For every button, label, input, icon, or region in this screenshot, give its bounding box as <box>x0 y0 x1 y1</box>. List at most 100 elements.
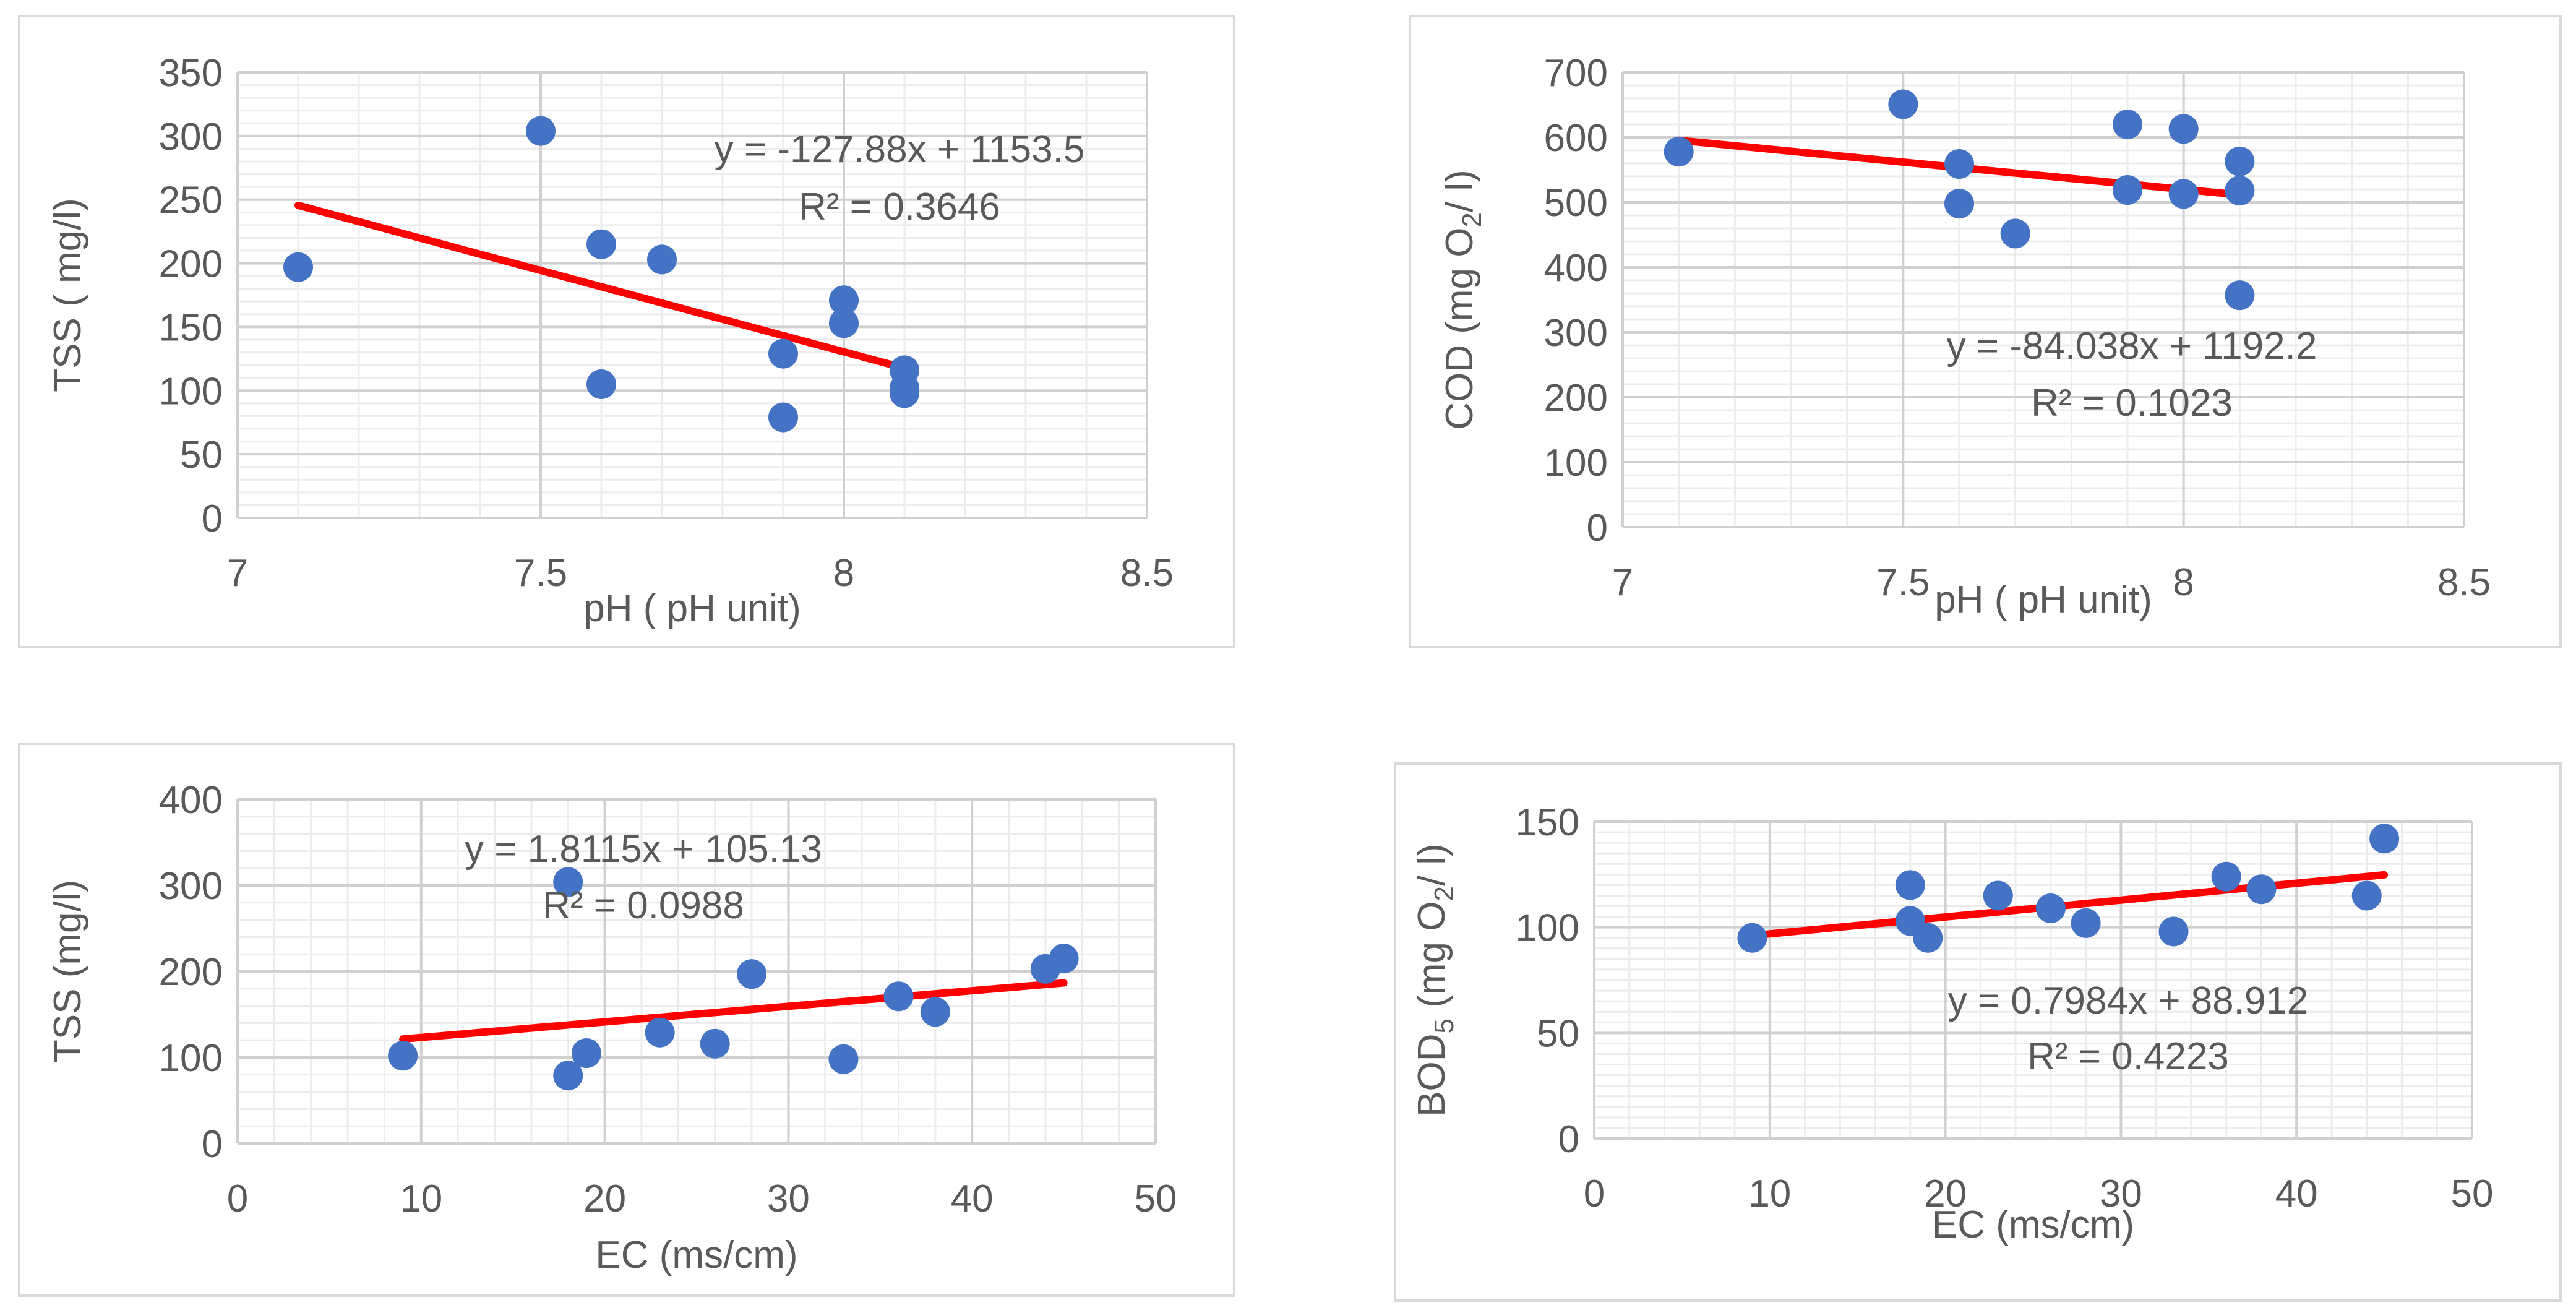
x-tick-label: 10 <box>400 1177 442 1220</box>
trendline-equation: y = -84.038x + 1192.2 <box>1947 325 2317 368</box>
data-point <box>883 981 914 1012</box>
y-tick-label: 0 <box>1558 1118 1579 1161</box>
x-tick-label: 7 <box>1612 561 1633 604</box>
y-tick-label: 350 <box>159 52 223 95</box>
major-gridlines <box>236 71 1148 519</box>
data-point <box>737 959 767 989</box>
y-tick-label: 200 <box>159 951 223 994</box>
data-point <box>647 244 677 275</box>
x-tick-label: 7.5 <box>514 552 567 595</box>
data-point <box>890 378 919 408</box>
data-point <box>1737 923 1767 953</box>
data-point <box>700 1028 730 1059</box>
x-tick-label: 8.5 <box>1120 552 1174 595</box>
data-point <box>2158 916 2189 947</box>
data-point <box>553 1061 583 1091</box>
data-point <box>586 369 616 399</box>
x-axis-title: pH ( pH unit) <box>583 587 801 630</box>
y-axis-title: COD (mg O2/ l) <box>1438 170 1487 430</box>
minor-gridlines <box>1621 71 2465 528</box>
y-tick-label: 500 <box>1544 182 1608 225</box>
y-tick-label: 400 <box>159 779 223 822</box>
data-point <box>2168 179 2199 209</box>
y-tick-label: 50 <box>1537 1012 1579 1055</box>
x-axis-title: pH ( pH unit) <box>1934 579 2152 621</box>
y-tick-label: 700 <box>1544 52 1608 95</box>
data-point <box>526 116 556 146</box>
y-axis-title: TSS ( mg/l) <box>46 198 89 392</box>
x-tick-label: 20 <box>1924 1173 1967 1215</box>
data-points <box>388 867 1079 1091</box>
data-point <box>2071 908 2101 938</box>
data-point <box>2225 146 2255 176</box>
data-point <box>2369 824 2400 854</box>
x-tick-label: 50 <box>1135 1177 1177 1220</box>
chart-frame-tss-ph <box>18 15 1235 648</box>
major-gridlines <box>236 798 1157 1145</box>
y-tick-label: 50 <box>180 434 223 476</box>
data-point <box>2225 176 2255 206</box>
data-point <box>1895 870 1925 900</box>
x-tick-label: 8.5 <box>2437 561 2491 604</box>
data-points <box>1737 824 2400 953</box>
y-tick-label: 100 <box>159 1037 223 1080</box>
data-point <box>829 285 859 316</box>
trendline-r-squared: R² = 0.4223 <box>2027 1035 2229 1078</box>
x-tick-label: 10 <box>1748 1173 1791 1215</box>
data-point <box>1888 89 1918 119</box>
x-axis-title: EC (ms/cm) <box>595 1234 797 1276</box>
data-point <box>388 1041 418 1071</box>
x-axis-title: EC (ms/cm) <box>1932 1203 2134 1246</box>
data-point <box>2113 175 2142 205</box>
data-point <box>283 252 313 282</box>
data-point <box>2246 874 2277 905</box>
data-point <box>645 1017 675 1048</box>
trendline-equation: y = -127.88x + 1153.5 <box>715 128 1085 171</box>
x-tick-label: 8 <box>833 552 854 595</box>
trendline-r-squared: R² = 0.1023 <box>2031 382 2233 424</box>
y-tick-label: 300 <box>159 865 223 908</box>
y-tick-label: 600 <box>1544 117 1608 160</box>
data-point <box>2351 880 2382 911</box>
y-tick-label: 150 <box>1516 801 1579 844</box>
data-point <box>1049 944 1079 974</box>
y-tick-label: 0 <box>202 497 223 540</box>
x-tick-label: 20 <box>583 1177 626 1220</box>
data-points <box>283 116 919 433</box>
data-point <box>2225 280 2255 311</box>
trendline <box>1748 871 2389 939</box>
trendline-equation: y = 0.7984x + 88.912 <box>1948 979 2309 1022</box>
data-point <box>768 338 798 369</box>
x-tick-label: 0 <box>227 1177 248 1220</box>
data-point <box>2113 110 2142 139</box>
x-tick-label: 8 <box>2173 561 2194 604</box>
x-tick-label: 30 <box>2100 1173 2142 1215</box>
y-axis-title: TSS (mg/l) <box>46 880 89 1063</box>
data-point <box>1944 189 1974 219</box>
chart-tss-ph: 0 50 100 150 200 250 300 350 7 7.5 8 8.5 pH ( pH uni… <box>46 52 1174 630</box>
chart-tss-ec: 0 100 200 300 400 0 10 20 30 40 50 EC (ms/cm) TSS (m… <box>46 779 1177 1276</box>
x-tick-label: 40 <box>951 1177 994 1220</box>
y-axis-title: BOD5 (mg O2/ l) <box>1410 843 1459 1117</box>
data-point <box>1944 149 1974 179</box>
chart-bod-ec: 0 50 100 150 0 10 20 30 40 50 EC (ms/cm) BOD5 (mg O… <box>1410 801 2493 1246</box>
major-gridlines <box>1593 820 2473 1140</box>
data-point <box>586 229 616 259</box>
y-tick-label: 100 <box>1544 442 1608 484</box>
data-point <box>2168 114 2199 144</box>
y-tick-label: 400 <box>1544 247 1608 290</box>
data-point <box>2035 893 2066 923</box>
data-point <box>553 867 583 897</box>
data-point <box>2211 861 2241 892</box>
data-point <box>571 1038 601 1069</box>
y-tick-label: 200 <box>159 243 223 286</box>
trendline-r-squared: R² = 0.0988 <box>543 884 744 927</box>
y-tick-label: 200 <box>1544 377 1608 420</box>
data-point <box>828 1044 859 1074</box>
y-tick-label: 150 <box>159 306 223 349</box>
data-point <box>768 402 798 433</box>
trendline-r-squared: R² = 0.3646 <box>799 186 1000 228</box>
data-point <box>920 997 950 1027</box>
y-tick-label: 0 <box>1587 507 1608 549</box>
